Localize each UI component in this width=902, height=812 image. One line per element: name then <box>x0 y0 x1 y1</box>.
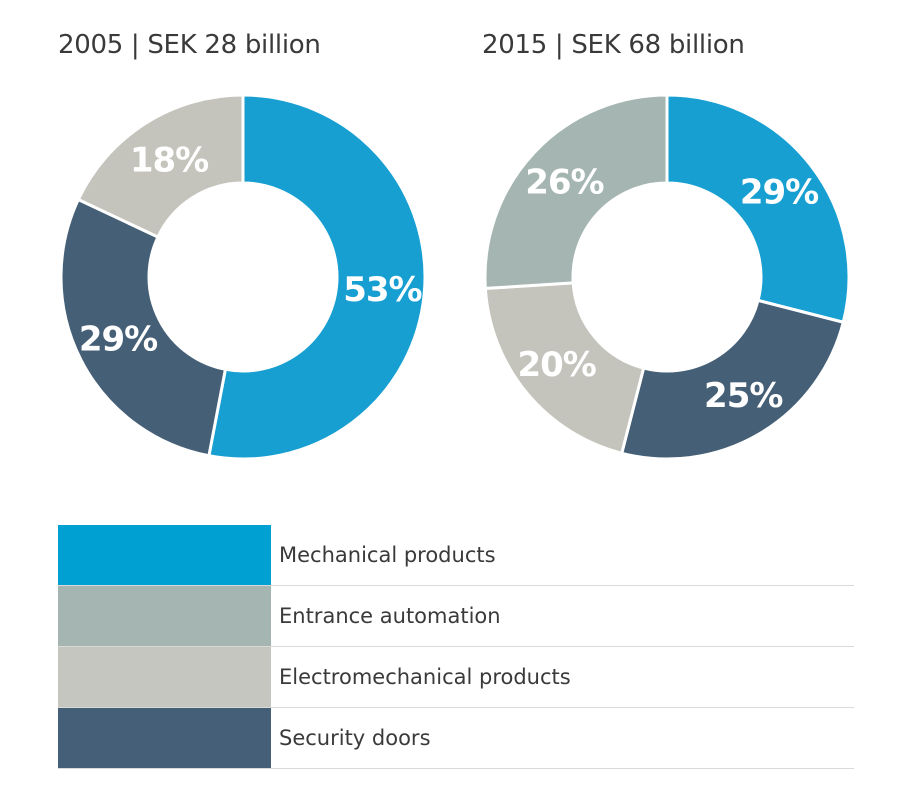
slice-electromechanical-products <box>76 93 245 239</box>
legend-label: Entrance automation <box>279 604 501 628</box>
slice-security-doors <box>59 198 227 458</box>
slice-electromechanical-products <box>483 281 646 455</box>
slice-label-electromechanical-products: 18% <box>130 140 208 180</box>
chart-title-2015: 2015 | SEK 68 billion <box>482 30 745 60</box>
legend: Mechanical products Entrance automation … <box>58 525 854 769</box>
slice-label-electromechanical-products: 20% <box>517 345 595 385</box>
slice-label-mechanical-products: 53% <box>343 270 421 310</box>
donut-chart-2005: 53% 29% 18% <box>59 93 427 461</box>
legend-swatch <box>58 586 271 646</box>
legend-label: Mechanical products <box>279 543 496 567</box>
legend-item-mechanical-products: Mechanical products <box>58 525 854 586</box>
legend-label: Electromechanical products <box>279 665 571 689</box>
legend-item-entrance-automation: Entrance automation <box>58 586 854 647</box>
slice-label-security-doors: 29% <box>79 320 157 360</box>
slice-entrance-automation <box>483 93 669 290</box>
slice-security-doors <box>620 298 845 461</box>
slice-mechanical-products <box>665 93 851 324</box>
legend-item-electromechanical-products: Electromechanical products <box>58 647 854 708</box>
chart-title-2005: 2005 | SEK 28 billion <box>58 30 321 60</box>
legend-swatch <box>58 525 271 585</box>
legend-swatch <box>58 708 271 768</box>
slice-label-entrance-automation: 26% <box>525 163 603 203</box>
slice-label-security-doors: 25% <box>704 376 782 416</box>
legend-swatch <box>58 647 271 707</box>
donut-chart-2015: 29% 25% 20% 26% <box>483 93 851 461</box>
slice-label-mechanical-products: 29% <box>740 172 818 212</box>
legend-label: Security doors <box>279 726 431 750</box>
slice-mechanical-products <box>207 93 427 461</box>
legend-item-security-doors: Security doors <box>58 708 854 769</box>
